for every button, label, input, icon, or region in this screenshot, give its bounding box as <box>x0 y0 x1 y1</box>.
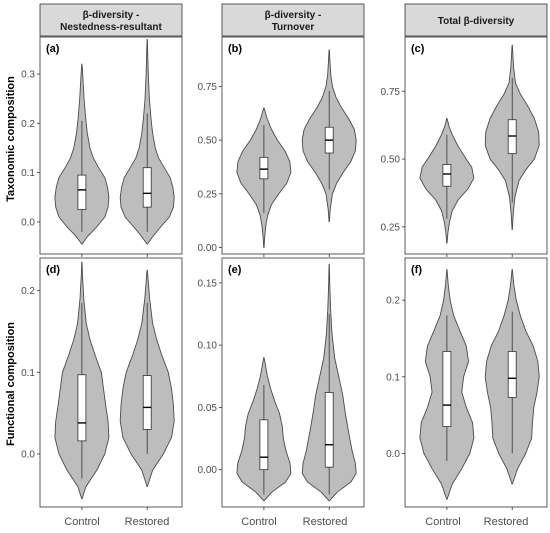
y-tick-label: 0.2 <box>386 296 400 307</box>
category-label-control-col-1: Control <box>64 516 99 528</box>
panel-b: (b) 0.00 0.25 0.50 0.75 <box>198 36 365 257</box>
panel-tag: (c) <box>411 43 425 55</box>
y-tick-label: 0.2 <box>21 119 35 130</box>
strip-col-1-line-2: Nestedness-resultant <box>60 22 162 33</box>
panel-tag: (d) <box>46 264 60 276</box>
y-tick-label: 0.05 <box>198 403 218 414</box>
category-label-restored-col-1: Restored <box>125 516 170 528</box>
strip-col-2-line-1: β-diversity - <box>265 10 322 21</box>
panels: (a) 0.0 0.1 0.2 0.3 (b) 0.00 0.25 0.50 0.75 (c) 0.2… <box>21 36 548 510</box>
y-tick-label: 0.1 <box>386 372 400 383</box>
box-control <box>77 174 87 211</box>
y-tick-label: 0.25 <box>198 189 218 200</box>
category-labels: Control Restored Control Restored Contro… <box>64 516 528 528</box>
column-strips: β-diversity - Nestedness-resultant β-div… <box>39 3 548 37</box>
y-tick-label: 0.75 <box>381 87 401 98</box>
y-tick-label: 0.0 <box>21 217 35 228</box>
y-tick-label: 0.3 <box>21 69 35 80</box>
box-control <box>259 156 269 180</box>
box-control <box>259 419 269 471</box>
box-control <box>442 164 452 187</box>
category-label-restored-col-3: Restored <box>484 516 529 528</box>
panel-f: (f) 0.0 0.1 0.2 <box>386 257 548 510</box>
y-tick-label: 0.00 <box>198 465 218 476</box>
y-tick-label: 0.1 <box>21 168 35 179</box>
panel-d: (d) 0.0 0.1 0.2 <box>21 257 183 510</box>
strip-col-2-bg <box>221 3 365 37</box>
box-restored <box>142 375 152 430</box>
row-label-functional: Functional composition <box>5 322 17 446</box>
strip-col-1-bg <box>39 3 183 37</box>
category-label-restored-col-2: Restored <box>303 516 348 528</box>
y-tick-label: 0.50 <box>381 155 401 166</box>
y-tick-label: 0.75 <box>198 82 218 93</box>
y-tick-label: 0.0 <box>21 449 35 460</box>
y-tick-label: 0.1 <box>21 368 35 379</box>
box-restored <box>324 392 334 468</box>
box-restored <box>142 167 152 208</box>
panel-tag: (b) <box>228 43 242 55</box>
box-control <box>77 374 87 442</box>
panel-a: (a) 0.0 0.1 0.2 0.3 <box>21 36 183 257</box>
panel-c: (c) 0.25 0.50 0.75 <box>381 36 548 257</box>
category-label-control-col-3: Control <box>425 516 460 528</box>
strip-col-3-line-1: Total β-diversity <box>438 16 515 27</box>
box-control <box>442 351 452 427</box>
strip-col-1-line-1: β-diversity - <box>83 10 140 21</box>
y-tick-label: 0.2 <box>21 286 35 297</box>
y-tick-label: 0.15 <box>198 278 218 289</box>
y-tick-label: 0.10 <box>198 341 218 352</box>
panel-e: (e) 0.00 0.05 0.10 0.15 <box>198 257 365 510</box>
panel-tag: (a) <box>46 43 60 55</box>
y-tick-label: 0.0 <box>386 449 400 460</box>
category-label-control-col-2: Control <box>241 516 276 528</box>
strip-col-2-line-2: Turnover <box>272 22 315 33</box>
row-label-taxonomic: Taxonomic composition <box>5 76 17 202</box>
y-tick-label: 0.25 <box>381 222 401 233</box>
strip-col-3-bg <box>404 3 548 37</box>
y-tick-label: 0.50 <box>198 136 218 147</box>
box-restored <box>507 351 517 398</box>
y-tick-label: 0.00 <box>198 243 218 254</box>
panel-tag: (f) <box>411 264 422 276</box>
panel-tag: (e) <box>228 264 242 276</box>
